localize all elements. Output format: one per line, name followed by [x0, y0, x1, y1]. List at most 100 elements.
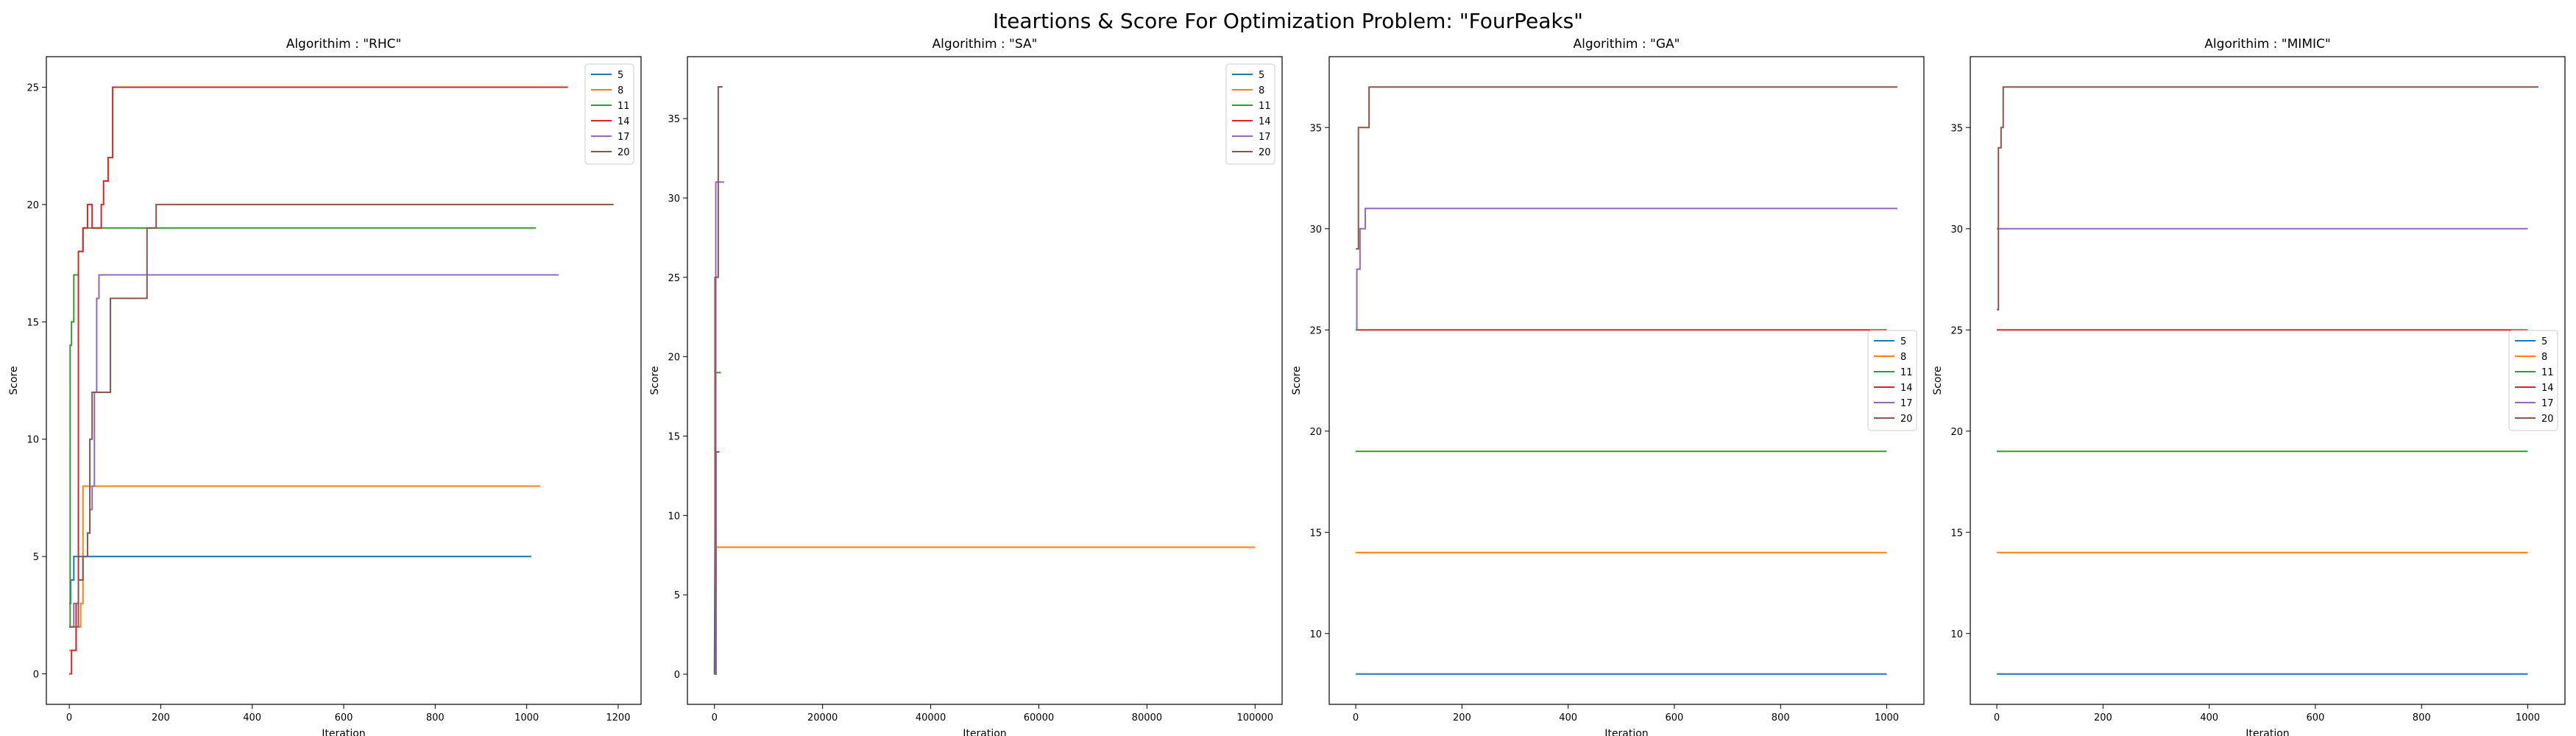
y-tick-label: 10 [668, 511, 680, 522]
legend-label-20: 20 [2541, 414, 2554, 425]
legend-label-14: 14 [618, 116, 630, 127]
x-tick-label: 1000 [514, 712, 539, 723]
legend-label-14: 14 [2541, 383, 2554, 394]
x-tick-label: 800 [1772, 712, 1790, 723]
x-tick-label: 400 [1559, 712, 1577, 723]
x-tick-label: 40000 [916, 712, 946, 723]
y-tick-label: 15 [26, 317, 39, 328]
subplot-4: Algorithim : "MIMIC" 0 200 400 600 800 1000 10 1… [1932, 37, 2566, 736]
legend-label-20: 20 [1900, 414, 1913, 425]
y-tick-label: 20 [1309, 427, 1322, 438]
y-tick-label: 20 [1950, 427, 1963, 438]
x-tick-label: 200 [2094, 712, 2112, 723]
legend-label-11: 11 [1900, 367, 1913, 378]
legend-label-17: 17 [1259, 132, 1271, 143]
series-line-17 [69, 274, 559, 628]
y-tick-label: 25 [1950, 325, 1963, 336]
plot-frame [1970, 56, 2566, 705]
y-tick-label: 15 [668, 431, 680, 442]
y-tick-label: 35 [668, 114, 680, 125]
y-tick-label: 5 [33, 552, 39, 563]
x-tick-label: 60000 [1024, 712, 1054, 723]
y-tick-label: 20 [26, 200, 39, 211]
series-line-20 [69, 203, 614, 628]
legend-label-5: 5 [1259, 70, 1264, 81]
y-axis-label: Score [1291, 366, 1303, 394]
legend-label-8: 8 [618, 85, 623, 96]
x-tick-label: 600 [2307, 712, 2325, 723]
series-line-20 [1356, 86, 1897, 250]
legend: 5 8 11 14 17 20 [584, 63, 634, 165]
subplot-1: Algorithim : "RHC" 0 200 400 600 800 1000 1200 0… [8, 37, 642, 736]
subplot-title: Algorithim : "GA" [1574, 37, 1680, 52]
y-tick-label: 0 [674, 670, 680, 681]
plot-frame [46, 56, 642, 705]
x-tick-label: 0 [1994, 712, 2000, 723]
y-tick-label: 30 [668, 194, 680, 205]
series-line-11 [69, 227, 537, 628]
plot-frame [687, 56, 1283, 705]
x-tick-label: 200 [1453, 712, 1471, 723]
legend-label-11: 11 [2541, 367, 2554, 378]
legend-label-11: 11 [618, 101, 630, 112]
legend: 5 8 11 14 17 20 [1225, 63, 1275, 165]
series-line-5 [713, 546, 1256, 675]
legend-label-5: 5 [1900, 336, 1906, 347]
x-tick-label: 0 [1353, 712, 1359, 723]
x-axis-label: Iteration [963, 728, 1006, 736]
legend-label-20: 20 [618, 147, 630, 158]
legend: 5 8 11 14 17 20 [1867, 330, 1917, 431]
y-tick-label: 30 [1950, 224, 1963, 236]
y-tick-label: 10 [26, 435, 39, 446]
series-line-20 [714, 85, 723, 676]
legend-label-17: 17 [618, 132, 630, 143]
y-axis-label: Score [649, 366, 661, 394]
y-axis-label: Score [1932, 366, 1944, 394]
x-tick-label: 1000 [2516, 712, 2540, 723]
x-tick-label: 80000 [1132, 712, 1162, 723]
subplot-title: Algorithim : "RHC" [286, 37, 402, 52]
series-line-20 [1997, 86, 2538, 311]
series-line-8 [714, 546, 1256, 676]
series-group [69, 86, 614, 675]
y-tick-label: 0 [33, 670, 39, 681]
y-tick-label: 30 [1309, 224, 1322, 236]
y-axis-label: Score [8, 366, 20, 394]
y-tick-label: 10 [1309, 629, 1322, 640]
x-tick-label: 100000 [1236, 712, 1273, 723]
series-line-17 [1356, 208, 1897, 331]
x-tick-label: 400 [2200, 712, 2218, 723]
legend-label-11: 11 [1259, 101, 1271, 112]
series-group [1356, 86, 1897, 675]
series-group [713, 85, 1256, 676]
plot-frame [1328, 56, 1925, 705]
x-tick-label: 400 [243, 712, 261, 723]
x-tick-label: 200 [152, 712, 170, 723]
legend-label-14: 14 [1259, 116, 1271, 127]
legend-label-5: 5 [2541, 336, 2547, 347]
series-line-17 [714, 181, 724, 676]
subplot-title: Algorithim : "MIMIC" [2204, 37, 2330, 52]
subplots: Algorithim : "RHC"0 200 400 600 800 1000 12000… [8, 37, 2566, 736]
series-line-5 [69, 556, 531, 604]
x-tick-label: 0 [66, 712, 72, 723]
x-tick-label: 0 [712, 712, 718, 723]
x-tick-label: 1200 [606, 712, 630, 723]
y-tick-label: 25 [1309, 325, 1322, 336]
legend: 5 8 11 14 17 20 [2508, 330, 2558, 431]
series-line-8 [69, 485, 541, 651]
y-tick-label: 20 [668, 353, 680, 364]
legend-label-20: 20 [1259, 147, 1271, 158]
subplot-2: Algorithim : "SA" 0 20000 40000 60000 80000 10… [649, 37, 1283, 736]
x-tick-label: 800 [2413, 712, 2431, 723]
legend-label-8: 8 [1259, 85, 1264, 96]
x-tick-label: 20000 [807, 712, 838, 723]
legend-label-17: 17 [1900, 398, 1913, 409]
y-tick-label: 5 [674, 590, 680, 601]
x-axis-label: Iteration [322, 728, 365, 736]
legend-label-8: 8 [2541, 352, 2547, 363]
y-tick-label: 10 [1950, 629, 1963, 640]
y-tick-label: 25 [26, 82, 39, 93]
x-axis-label: Iteration [2246, 728, 2289, 736]
